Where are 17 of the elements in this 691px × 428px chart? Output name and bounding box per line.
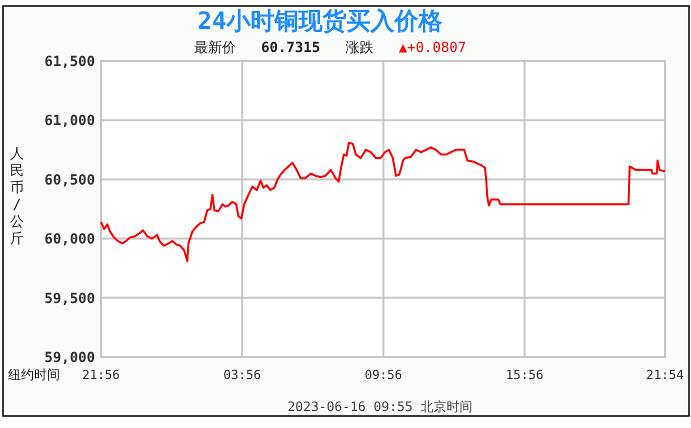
y-tick-label: 59,500 — [44, 290, 95, 307]
y-tick-label: 61,500 — [44, 54, 95, 70]
x-tick-label: 21:56 — [82, 367, 120, 382]
x-tick-label: 21:54 — [646, 367, 684, 382]
x-tick-label: 03:56 — [223, 367, 262, 382]
y-tick-label: 61,000 — [44, 113, 95, 130]
chart-title: 24小时铜现货买入价格 — [198, 7, 444, 35]
line-series — [100, 142, 666, 262]
y-axis-title: 人民币/公斤 — [10, 146, 24, 247]
x-tick-label: 15:56 — [506, 367, 544, 382]
text: 最新价 60.7315 涨跌 ▲+0.0807 — [194, 40, 466, 56]
text: 2023-06-16 09:55 北京时间 — [287, 400, 473, 415]
x-tick-label: 09:56 — [364, 367, 402, 382]
y-tick-label: 60,000 — [44, 232, 95, 248]
text: 纽约时间 — [8, 368, 60, 383]
y-tick-label: 59,000 — [44, 350, 95, 366]
y-tick-label: 60,500 — [44, 172, 95, 188]
